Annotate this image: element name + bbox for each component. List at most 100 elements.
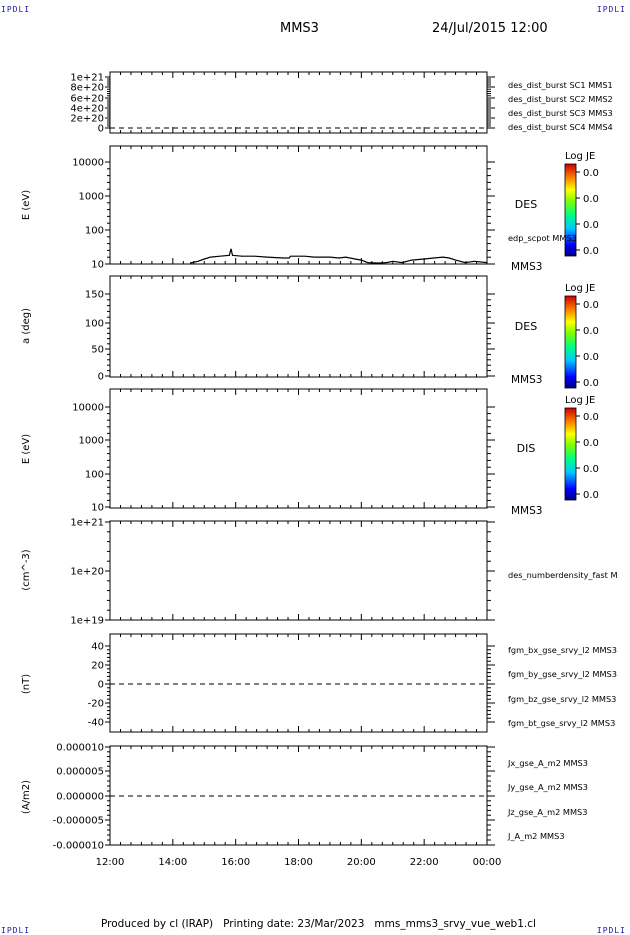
footer-credits: Produced by cl (IRAP) Printing date: 23/… [101,918,536,930]
panel6-legend-entry: fgm_bx_gse_srvy_l2 MMS3 [508,645,617,655]
footer-filename: mms_mms3_srvy_vue_web1.cl [374,918,536,930]
panel6-legend-entry: fgm_bt_gse_srvy_l2 MMS3 [508,718,615,728]
panel1-legend-entry: des_dist_burst SC1 MMS1 [508,80,613,90]
panel2-ytick-label: 10000 [72,158,104,169]
panel4-ytick-label: 1000 [79,436,104,447]
panel4-ytick-label: 10 [91,503,104,514]
panel2-colorbar [564,163,577,257]
panel2-legend-entry: edp_scpot MMS3 [508,233,577,243]
panel4-colorbar [564,407,577,501]
panel6-legend-entry: fgm_by_gse_srvy_l2 MMS3 [508,669,617,679]
panel2-ytick-label: 10 [91,260,104,271]
panel1-ytick-label: 8e+20 [70,83,104,94]
panel2-ytick-label: 1000 [79,192,104,203]
panel1-legend-entry: des_dist_burst SC2 MMS2 [508,94,613,104]
panel6-ylabel: (nT) [21,674,32,694]
panel3-spacecraft-label: MMS3 [511,374,542,386]
panel2-scpot-line [189,248,488,264]
xtick-label: 22:00 [410,857,439,868]
xtick-label: 14:00 [158,857,187,868]
panel2-colorbar-tick-label: 0.0 [583,246,599,257]
panel7-ytick-label: -0.000010 [53,841,104,852]
panel7-legend-entry: Jz_gse_A_m2 MMS3 [507,807,587,817]
figure-datetime: 24/Jul/2015 12:00 [432,21,548,36]
panel3-ylabel: a (deg) [21,308,32,344]
panel2-spacecraft-label: MMS3 [511,261,542,273]
panel3-colorbar-tick-label: 0.0 [583,300,599,311]
xtick-label: 12:00 [96,857,125,868]
xtick-label: 18:00 [284,857,313,868]
panel1-ytick-label: 0 [98,124,104,135]
corner-label-bottom-left: IPDLI [1,926,31,935]
panel4-ytick-label: 100 [85,470,104,481]
panel2-frame [109,145,488,265]
panel3-ytick-label: 50 [91,345,104,356]
panel7-legend-entry: Jy_gse_A_m2 MMS3 [507,782,588,792]
xtick-label: 16:00 [221,857,250,868]
panel3-colorbar [564,295,577,389]
panel2-ylabel: E (eV) [21,190,32,220]
panel5-frame [109,520,488,621]
panel4-species-label: DIS [517,442,536,455]
panel7-ytick-label: 0.000000 [56,792,104,803]
panel3-ytick-label: 100 [85,319,104,330]
corner-label-top-right: IPDLI [596,5,626,14]
panel2-ytick-label: 100 [85,226,104,237]
panel6-legend-entry: fgm_bz_gse_srvy_l2 MMS3 [508,694,616,704]
panel2-colorbar-tick-label: 0.0 [583,168,599,179]
panel3-species-label: DES [515,320,537,333]
xtick-label: 00:00 [473,857,502,868]
panel7-legend-entry: J_A_m2 MMS3 [507,831,565,841]
panel6-ytick-label: -20 [88,699,104,710]
panel5-ytick-label: 1e+21 [70,518,104,529]
panel6-ytick-label: 20 [91,661,104,672]
corner-label-bottom-right: IPDLI [596,926,626,935]
panel5-ytick-label: 1e+20 [70,567,104,578]
panel1-frame [109,71,488,134]
panel3-colorbar-tick-label: 0.0 [583,378,599,389]
panel2-colorbar-tick-label: 0.0 [583,220,599,231]
panel1-legend-entry: des_dist_burst SC4 MMS4 [508,122,613,132]
panel5-legend-entry: des_numberdensity_fast M [508,570,618,580]
panel1-ytick-label: 1e+21 [70,73,104,84]
panel7-ytick-label: -0.000005 [53,816,104,827]
panel6-ytick-label: -40 [88,718,104,729]
corner-label-top-left: IPDLI [1,5,31,14]
panel2-species-label: DES [515,198,537,211]
footer-produced-by: Produced by cl (IRAP) [101,918,214,930]
panel1-legend-entry: des_dist_burst SC3 MMS3 [508,108,613,118]
footer-printing-date: Printing date: 23/Mar/2023 [223,918,365,930]
panel7-ytick-label: 0.000010 [56,743,104,754]
panel4-colorbar-tick-label: 0.0 [583,490,599,501]
panel7-ytick-label: 0.000005 [56,767,104,778]
figure-title: MMS3 [280,21,319,36]
panel3-colorbar-tick-label: 0.0 [583,326,599,337]
panel4-ylabel: E (eV) [21,434,32,464]
panel4-colorbar-tick-label: 0.0 [583,438,599,449]
panel3-ytick-label: 0 [98,372,104,383]
panel6-frame [109,633,488,733]
panel4-colorbar-tick-label: 0.0 [583,412,599,423]
panel1-ytick-label: 4e+20 [70,104,104,115]
panel1-ytick-label: 2e+20 [70,114,104,125]
panel6-ytick-label: 40 [91,642,104,653]
panel4-frame [109,388,488,509]
panel4-ytick-label: 10000 [72,403,104,414]
panel5-ylabel: (cm^-3) [21,549,32,590]
panel7-legend-entry: Jx_gse_A_m2 MMS3 [507,758,588,768]
panel4-colorbar-title: Log JE [565,395,595,406]
panel3-colorbar-title: Log JE [565,283,595,294]
panel3-frame [109,275,488,378]
panel2-colorbar-tick-label: 0.0 [583,194,599,205]
panel3-ytick-label: 150 [85,290,104,301]
panel6-ytick-label: 0 [98,680,104,691]
panel4-spacecraft-label: MMS3 [511,505,542,517]
panel2-colorbar-title: Log JE [565,151,595,162]
panel1-ytick-label: 6e+20 [70,94,104,105]
panel3-colorbar-tick-label: 0.0 [583,352,599,363]
panel5-ytick-label: 1e+19 [70,616,104,627]
xtick-label: 20:00 [347,857,376,868]
panel7-ylabel: (A/m2) [21,780,32,814]
panel4-colorbar-tick-label: 0.0 [583,464,599,475]
